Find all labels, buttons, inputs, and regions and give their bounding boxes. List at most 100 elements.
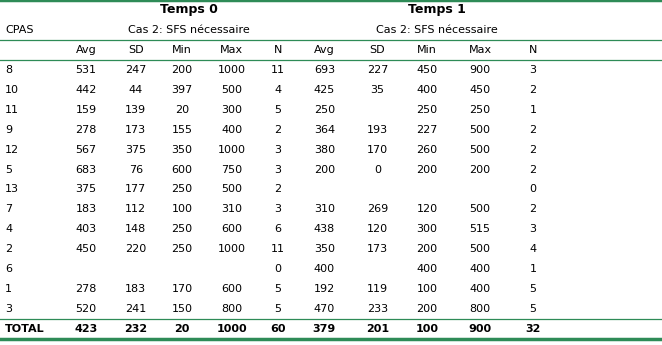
Text: 5: 5	[530, 284, 536, 294]
Text: 112: 112	[125, 204, 146, 214]
Text: 5: 5	[5, 165, 13, 175]
Text: 13: 13	[5, 185, 19, 195]
Text: 438: 438	[314, 224, 335, 234]
Text: Avg: Avg	[75, 45, 97, 55]
Text: 8: 8	[5, 65, 13, 75]
Text: 139: 139	[125, 105, 146, 115]
Text: 76: 76	[128, 165, 143, 175]
Text: 100: 100	[171, 204, 193, 214]
Text: 400: 400	[469, 284, 491, 294]
Text: 1: 1	[530, 105, 536, 115]
Text: 192: 192	[314, 284, 335, 294]
Text: 450: 450	[75, 244, 97, 254]
Text: 310: 310	[314, 204, 335, 214]
Text: 3: 3	[275, 145, 281, 155]
Text: 1000: 1000	[218, 65, 246, 75]
Text: 400: 400	[416, 85, 438, 95]
Text: 227: 227	[416, 125, 438, 135]
Text: 250: 250	[171, 224, 193, 234]
Text: Cas 2: SFS nécessaire: Cas 2: SFS nécessaire	[376, 25, 498, 35]
Text: 6: 6	[275, 224, 281, 234]
Text: 200: 200	[469, 165, 491, 175]
Text: 1000: 1000	[216, 324, 247, 334]
Text: 900: 900	[469, 324, 491, 334]
Text: 0: 0	[374, 165, 381, 175]
Text: 247: 247	[125, 65, 146, 75]
Text: 500: 500	[469, 145, 491, 155]
Text: 1: 1	[530, 264, 536, 274]
Text: 20: 20	[174, 324, 190, 334]
Text: 3: 3	[275, 204, 281, 214]
Text: 400: 400	[221, 125, 242, 135]
Text: 500: 500	[221, 185, 242, 195]
Text: 500: 500	[469, 125, 491, 135]
Text: 177: 177	[125, 185, 146, 195]
Text: 600: 600	[221, 224, 242, 234]
Text: 159: 159	[75, 105, 97, 115]
Text: 20: 20	[175, 105, 189, 115]
Text: 350: 350	[314, 244, 335, 254]
Text: 12: 12	[5, 145, 19, 155]
Text: 35: 35	[370, 85, 385, 95]
Text: 500: 500	[469, 204, 491, 214]
Text: Min: Min	[172, 45, 192, 55]
Text: 2: 2	[5, 244, 13, 254]
Text: 567: 567	[75, 145, 97, 155]
Text: 375: 375	[75, 185, 97, 195]
Text: 2: 2	[530, 125, 536, 135]
Text: 800: 800	[221, 304, 242, 314]
Text: 250: 250	[469, 105, 491, 115]
Text: 600: 600	[221, 284, 242, 294]
Text: 5: 5	[275, 105, 281, 115]
Text: Max: Max	[220, 45, 243, 55]
Text: 201: 201	[366, 324, 389, 334]
Text: 11: 11	[271, 244, 285, 254]
Text: 183: 183	[125, 284, 146, 294]
Text: 2: 2	[530, 204, 536, 214]
Text: 450: 450	[416, 65, 438, 75]
Text: 4: 4	[275, 85, 281, 95]
Text: 5: 5	[275, 304, 281, 314]
Text: 800: 800	[469, 304, 491, 314]
Text: 250: 250	[314, 105, 335, 115]
Text: Cas 2: SFS nécessaire: Cas 2: SFS nécessaire	[128, 25, 250, 35]
Text: 400: 400	[469, 264, 491, 274]
Text: 10: 10	[5, 85, 19, 95]
Text: 900: 900	[469, 65, 491, 75]
Text: 170: 170	[367, 145, 388, 155]
Text: 2: 2	[530, 165, 536, 175]
Text: 227: 227	[367, 65, 388, 75]
Text: 233: 233	[367, 304, 388, 314]
Text: 200: 200	[171, 65, 193, 75]
Text: 3: 3	[530, 224, 536, 234]
Text: Temps 0: Temps 0	[160, 3, 218, 17]
Text: 44: 44	[128, 85, 143, 95]
Text: 11: 11	[5, 105, 19, 115]
Text: 7: 7	[5, 204, 13, 214]
Text: 200: 200	[314, 165, 335, 175]
Text: 5: 5	[530, 304, 536, 314]
Text: 260: 260	[416, 145, 438, 155]
Text: 0: 0	[275, 264, 281, 274]
Text: 470: 470	[314, 304, 335, 314]
Text: 0: 0	[530, 185, 536, 195]
Text: 250: 250	[171, 185, 193, 195]
Text: 3: 3	[5, 304, 13, 314]
Text: 60: 60	[270, 324, 286, 334]
Text: 1000: 1000	[218, 145, 246, 155]
Text: SD: SD	[369, 45, 385, 55]
Text: 250: 250	[416, 105, 438, 115]
Text: 232: 232	[124, 324, 147, 334]
Text: TOTAL: TOTAL	[5, 324, 45, 334]
Text: 350: 350	[171, 145, 193, 155]
Text: 400: 400	[416, 264, 438, 274]
Text: 379: 379	[312, 324, 336, 334]
Text: 200: 200	[416, 304, 438, 314]
Text: 193: 193	[367, 125, 388, 135]
Text: 425: 425	[314, 85, 335, 95]
Text: 278: 278	[75, 125, 97, 135]
Text: 183: 183	[75, 204, 97, 214]
Text: 120: 120	[416, 204, 438, 214]
Text: 200: 200	[416, 165, 438, 175]
Text: 5: 5	[275, 284, 281, 294]
